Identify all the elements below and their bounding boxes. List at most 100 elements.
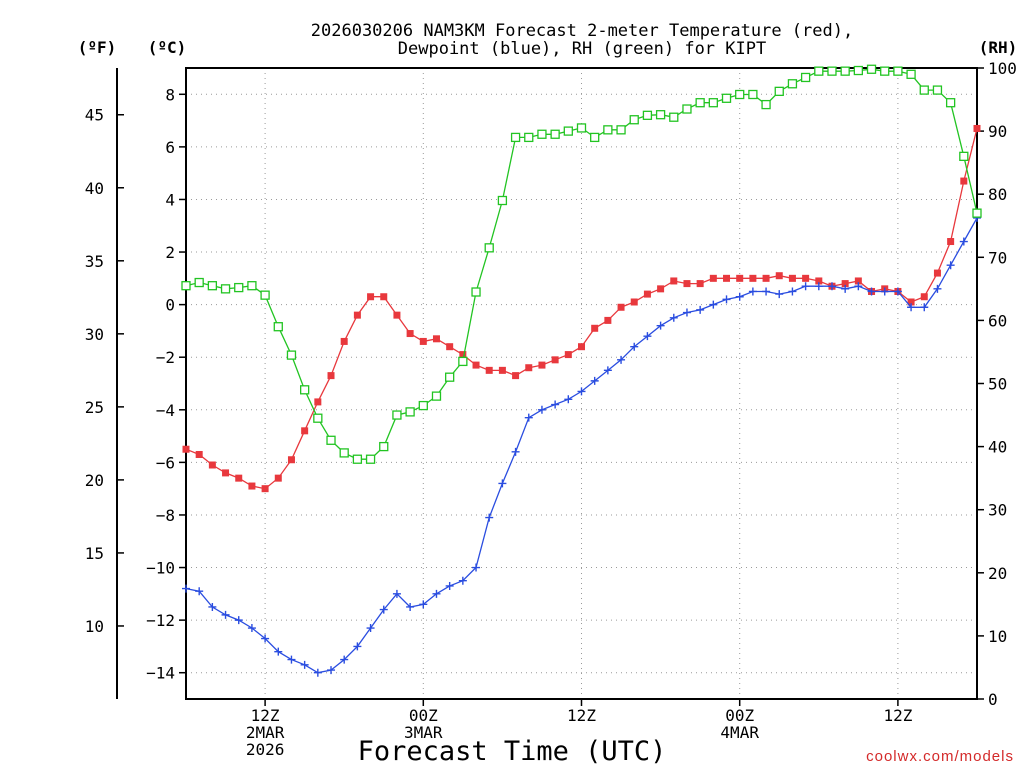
dewpoint-point	[340, 655, 349, 664]
dewpoint-point	[722, 295, 731, 304]
rh-point	[510, 132, 521, 143]
dewpoint-point	[775, 290, 784, 299]
dewpoint-point	[392, 589, 401, 598]
rh-point	[576, 123, 587, 133]
celsius-tick-label: −4	[156, 401, 175, 420]
dewpoint-point	[880, 287, 889, 296]
temperature-point	[261, 485, 269, 493]
dewpoint-point	[182, 584, 190, 593]
dewpoint-point	[946, 261, 955, 270]
rh-point	[655, 110, 666, 120]
temperature-point	[538, 361, 546, 369]
temperature-point	[551, 356, 559, 364]
celsius-tick-label: −2	[156, 348, 175, 367]
rh-point	[774, 86, 784, 96]
celsius-axis-label: (ºC)	[148, 38, 187, 57]
rh-point	[827, 66, 837, 76]
x-axis-title: Forecast Time (UTC)	[358, 736, 667, 767]
celsius-tick-label: 6	[165, 138, 175, 157]
fahrenheit-tick-label: 25	[85, 398, 104, 417]
dewpoint-point	[682, 308, 691, 317]
temperature-point	[762, 274, 770, 282]
x-tick-label: 12Z	[883, 706, 912, 725]
celsius-tick-label: 0	[165, 296, 175, 315]
dewpoint-point	[274, 647, 283, 656]
rh-tick-label: 10	[988, 627, 1007, 646]
rh-point	[497, 195, 508, 206]
temperature-point	[340, 337, 348, 345]
celsius-tick-label: 8	[165, 85, 175, 104]
rh-point	[616, 125, 626, 135]
x-tick-label: 3MAR	[404, 723, 443, 742]
temperature-point	[854, 277, 862, 285]
dewpoint-point	[353, 642, 362, 651]
rh-point	[748, 89, 758, 100]
rh-point	[234, 282, 244, 293]
rh-tick-label: 60	[988, 311, 1007, 330]
rh-point	[787, 79, 798, 89]
fahrenheit-tick-label: 15	[85, 544, 104, 563]
temperature-point	[591, 324, 599, 332]
dewpoint-point	[907, 303, 916, 312]
rh-point	[431, 391, 442, 401]
dewpoint-point	[366, 624, 375, 633]
dewpoint-point	[854, 282, 863, 291]
x-tick-label: 00Z	[725, 706, 754, 725]
rh-tick-label: 30	[988, 501, 1007, 520]
rh-point	[418, 400, 428, 411]
dewpoint-point	[195, 587, 204, 596]
dewpoint-point	[313, 668, 322, 677]
temperature-point	[498, 366, 506, 374]
rh-point	[853, 65, 863, 76]
rh-point	[629, 115, 639, 125]
rh-point	[682, 104, 692, 114]
temperature-point	[788, 274, 796, 282]
rh-point	[379, 441, 389, 452]
rh-point	[708, 98, 718, 108]
temperature-point	[907, 298, 915, 306]
dewpoint-point	[234, 616, 243, 625]
tick-labels: −14 −12 −10 −8 −6 −4 −2 0 2 4 6 8 10 15 20 25 30 35 40 45 0 1…	[85, 59, 1017, 759]
temperature-point	[182, 445, 190, 453]
dewpoint-point	[419, 600, 428, 609]
dewpoint-point	[300, 660, 309, 669]
dewpoint-point	[617, 355, 626, 364]
dewpoint-point	[498, 479, 507, 488]
temperature-point	[960, 177, 968, 185]
dewpoint-point	[327, 666, 336, 675]
temperature-point	[208, 461, 216, 469]
rh-point	[313, 413, 323, 423]
chart-title-line-1: 2026030206 NAM3KM Forecast 2-meter Tempe…	[311, 21, 853, 41]
dewpoint-point	[748, 287, 757, 296]
rh-point	[405, 407, 415, 417]
temperature-point	[367, 293, 375, 301]
rh-point	[906, 69, 916, 79]
watermark: coolwx.com/models	[866, 748, 1014, 765]
rh-point	[959, 151, 969, 161]
temperature-point	[287, 456, 295, 464]
rh-axis-label: (RH)	[979, 38, 1018, 57]
rh-point	[339, 448, 349, 458]
x-tick-label: 00Z	[409, 706, 438, 725]
dewpoint-point	[827, 282, 836, 291]
temperature-point	[406, 330, 414, 338]
temperature-point	[195, 450, 203, 458]
fahrenheit-axis-label: (ºF)	[78, 38, 117, 57]
x-tick-label: 2MAR	[246, 723, 285, 742]
dewpoint-point	[933, 284, 942, 293]
rh-point	[550, 129, 560, 139]
rh-point	[880, 66, 890, 76]
temperature-point	[485, 366, 493, 374]
rh-point	[260, 290, 270, 300]
rh-point	[484, 243, 494, 253]
rh-point	[563, 126, 573, 136]
temperature-point	[301, 427, 309, 435]
dewpoint-point	[867, 287, 876, 296]
temperature-point	[670, 277, 678, 285]
celsius-tick-label: 2	[165, 243, 175, 262]
dewpoint-point	[590, 376, 599, 385]
temperature-point	[235, 474, 243, 482]
rh-point	[352, 454, 363, 464]
dewpoint-point	[656, 321, 665, 330]
